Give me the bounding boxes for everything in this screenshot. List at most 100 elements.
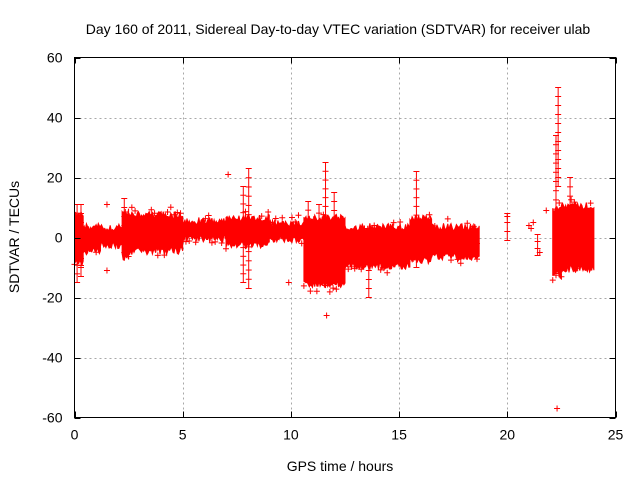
- y-tick-label: 0: [55, 230, 63, 246]
- data-point: [125, 253, 132, 260]
- data-point: [269, 219, 276, 226]
- data-point: [189, 220, 196, 227]
- x-tick-label: 25: [608, 427, 624, 443]
- data-point: [128, 204, 135, 211]
- data-point: [377, 266, 384, 273]
- data-spike: [322, 162, 329, 286]
- x-tick-label: 10: [283, 427, 299, 443]
- data-point: [364, 225, 371, 232]
- data-band-area: [100, 222, 123, 250]
- data-point: [330, 285, 337, 292]
- data-point: [371, 222, 378, 229]
- data-point: [122, 209, 129, 216]
- data-point: [549, 277, 556, 284]
- data-band: [222, 208, 272, 252]
- y-tick-label: -20: [42, 290, 62, 306]
- data-band-area: [344, 222, 411, 271]
- data-point: [323, 312, 330, 319]
- data-point: [292, 218, 299, 225]
- data-point: [258, 213, 265, 220]
- data-point: [208, 239, 215, 246]
- data-point: [380, 265, 387, 272]
- data-point: [182, 238, 189, 245]
- x-tick-label: 0: [71, 427, 79, 443]
- data-point: [530, 219, 537, 226]
- data-band: [266, 212, 305, 247]
- data-band-area: [552, 205, 562, 279]
- data-band-area: [268, 218, 305, 245]
- data-point: [103, 267, 110, 274]
- data-point: [148, 206, 155, 213]
- data-spike: [245, 168, 252, 289]
- data-point: [426, 211, 433, 218]
- data-band-area: [560, 201, 595, 275]
- data-point: [103, 201, 110, 208]
- data-series: [71, 87, 595, 412]
- data-spike: [567, 177, 574, 262]
- data-point: [300, 282, 307, 289]
- data-band: [125, 204, 184, 260]
- y-tick-label: -40: [42, 350, 62, 366]
- data-point: [587, 200, 594, 207]
- data-point: [295, 212, 302, 219]
- data-spike: [240, 186, 247, 283]
- data-spike: [316, 204, 323, 274]
- data-point: [448, 257, 455, 264]
- data-point: [431, 223, 438, 230]
- data-point: [218, 240, 225, 247]
- data-point: [177, 210, 184, 217]
- data-point: [543, 207, 550, 214]
- data-spike: [331, 192, 338, 274]
- data-point: [174, 209, 181, 216]
- data-point: [212, 238, 219, 245]
- y-tick-label: 20: [47, 170, 63, 186]
- data-spike: [121, 198, 128, 253]
- data-point: [93, 249, 100, 256]
- data-point: [171, 211, 178, 218]
- x-tick-label: 20: [500, 427, 516, 443]
- data-point: [186, 237, 193, 244]
- data-spike: [365, 252, 372, 298]
- data-band-area: [431, 222, 480, 262]
- data-point: [470, 223, 477, 230]
- data-point: [167, 204, 174, 211]
- data-point: [326, 288, 333, 295]
- x-axis-label: GPS time / hours: [287, 458, 394, 474]
- data-point: [348, 263, 355, 270]
- data-point: [571, 199, 578, 206]
- data-spike: [77, 204, 84, 277]
- data-point: [202, 215, 209, 222]
- data-point: [536, 249, 543, 256]
- data-point: [528, 225, 535, 232]
- data-point: [345, 266, 352, 273]
- data-band-area: [303, 213, 346, 289]
- data-band: [82, 221, 101, 256]
- data-point: [464, 220, 471, 227]
- axis-ticks: 0 5 10 15 20 25 -60 -40 -20 0 20 40 60: [42, 50, 623, 443]
- data-band: [558, 196, 595, 280]
- data-point: [307, 288, 314, 295]
- data-point: [272, 215, 279, 222]
- y-axis-label: SDTVAR / TECUs: [6, 181, 22, 293]
- data-point: [444, 215, 451, 222]
- data-point: [151, 210, 158, 217]
- data-point: [568, 196, 575, 203]
- data-point: [285, 279, 292, 286]
- data-band-area: [128, 210, 184, 257]
- data-point: [474, 240, 481, 247]
- data-spike: [413, 171, 420, 268]
- x-tick-label: 5: [179, 427, 187, 443]
- data-point: [266, 219, 273, 226]
- data-point: [265, 208, 272, 215]
- data-point: [457, 260, 464, 267]
- data-band-area: [82, 221, 101, 256]
- data-point: [358, 266, 365, 273]
- data-point: [351, 265, 358, 272]
- data-point: [132, 207, 139, 214]
- y-tick-label: 60: [47, 50, 63, 66]
- data-spike: [555, 87, 562, 187]
- data-point: [279, 214, 286, 221]
- chart-title: Day 160 of 2011, Sidereal Day-to-day VTE…: [86, 21, 591, 37]
- data-band: [182, 212, 228, 247]
